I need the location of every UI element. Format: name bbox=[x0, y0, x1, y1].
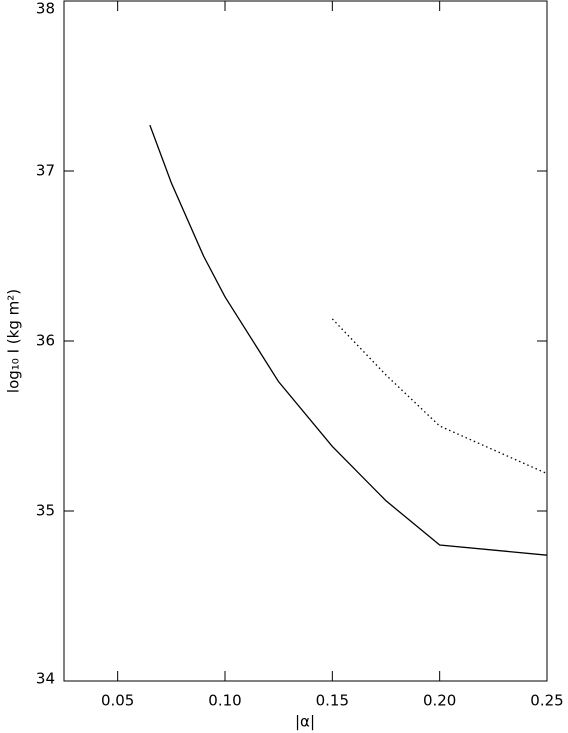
plot-frame bbox=[63, 0, 548, 682]
x-tick-label: 0.15 bbox=[316, 692, 349, 710]
y-tick-label: 37 bbox=[36, 162, 55, 180]
x-tick-label: 0.05 bbox=[101, 692, 134, 710]
y-tick-label: 34 bbox=[36, 670, 55, 688]
y-tick-label: 35 bbox=[36, 502, 55, 520]
x-tick-label: 0.10 bbox=[208, 692, 241, 710]
x-tick-label: 0.20 bbox=[423, 692, 456, 710]
x-axis-label: |α| bbox=[295, 713, 315, 731]
data-line bbox=[149, 124, 548, 556]
data-line bbox=[331, 318, 548, 475]
y-tick-label: 38 bbox=[36, 0, 55, 18]
x-tick-label: 0.25 bbox=[530, 692, 563, 710]
y-axis-label: log₁₀ I (kg m²) bbox=[5, 289, 23, 393]
y-tick-label: 36 bbox=[36, 332, 55, 350]
